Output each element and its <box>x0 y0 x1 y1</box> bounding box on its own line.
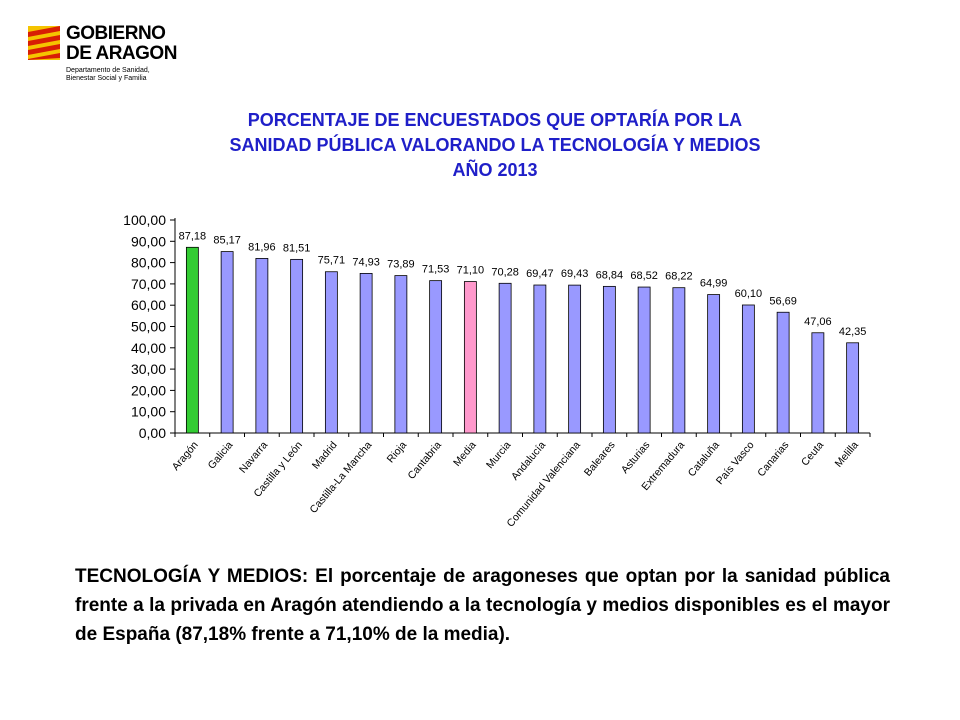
value-label-4: 75,71 <box>318 255 346 267</box>
chart-title: PORCENTAJE DE ENCUESTADOS QUE OPTARÍA PO… <box>150 108 840 183</box>
category-label-7: Cantabria <box>405 439 444 482</box>
bar-2 <box>255 258 269 434</box>
category-label-6: Rioja <box>385 439 410 465</box>
y-tick-label: 100,00 <box>123 212 166 228</box>
category-label-17: Canarias <box>755 439 791 479</box>
category-label-1: Galicia <box>206 439 236 471</box>
y-tick-label: 60,00 <box>131 297 166 313</box>
category-label-8: Media <box>451 439 479 469</box>
bar-1 <box>220 251 234 434</box>
bar-19 <box>846 342 860 434</box>
logo-line2: DE ARAGON <box>66 43 177 64</box>
bar-14 <box>672 287 686 434</box>
value-label-14: 68,22 <box>665 271 693 283</box>
value-label-17: 56,69 <box>769 295 797 307</box>
bar-8 <box>463 281 477 434</box>
y-tick-label: 40,00 <box>131 340 166 356</box>
bar-7 <box>429 280 443 434</box>
bar-17 <box>776 311 790 434</box>
y-tick-label: 80,00 <box>131 255 166 271</box>
category-label-19: Melilla <box>833 439 861 470</box>
chart-title-line3: AÑO 2013 <box>452 160 538 180</box>
category-label-9: Murcia <box>484 439 514 471</box>
value-label-1: 85,17 <box>213 235 241 247</box>
y-tick-label: 30,00 <box>131 361 166 377</box>
bar-13 <box>637 286 651 434</box>
bar-4 <box>324 271 338 434</box>
value-label-8: 71,10 <box>457 265 485 277</box>
category-label-5: Castilla-La Mancha <box>307 439 374 516</box>
y-tick-label: 20,00 <box>131 382 166 398</box>
logo-subtitle-line2: Bienestar Social y Familia <box>66 75 147 82</box>
chart-title-line1: PORCENTAJE DE ENCUESTADOS QUE OPTARÍA PO… <box>247 110 743 130</box>
bar-16 <box>741 304 755 434</box>
value-label-5: 74,93 <box>352 256 380 268</box>
category-label-11: Comunidad Valenciana <box>504 439 583 529</box>
y-tick-label: 70,00 <box>131 276 166 292</box>
value-label-0: 87,18 <box>179 230 207 242</box>
bar-9 <box>498 282 512 434</box>
value-label-9: 70,28 <box>491 266 519 278</box>
value-label-16: 60,10 <box>735 288 763 300</box>
bar-3 <box>290 258 304 434</box>
value-label-3: 81,51 <box>283 242 311 254</box>
y-tick-label: 0,00 <box>139 425 166 441</box>
y-tick-label: 90,00 <box>131 233 166 249</box>
bar-5 <box>359 272 373 434</box>
bar-0 <box>185 246 199 434</box>
value-label-10: 69,47 <box>526 268 554 280</box>
y-tick-label: 10,00 <box>131 404 166 420</box>
value-label-19: 42,35 <box>839 326 867 338</box>
category-label-15: Cataluña <box>686 439 722 479</box>
bar-11 <box>568 284 582 434</box>
category-label-4: Madrid <box>310 439 340 471</box>
value-label-7: 71,53 <box>422 264 450 276</box>
logo-subtitle-line1: Departamento de Sanidad, <box>66 67 150 74</box>
category-label-0: Aragón <box>170 439 201 473</box>
value-label-12: 68,84 <box>596 269 624 281</box>
bar-12 <box>602 285 616 434</box>
value-label-11: 69,43 <box>561 268 589 280</box>
value-label-15: 64,99 <box>700 278 728 290</box>
value-label-6: 73,89 <box>387 259 415 271</box>
bar-18 <box>811 332 825 434</box>
logo-line1: GOBIERNO <box>66 23 166 44</box>
value-label-13: 68,52 <box>630 270 658 282</box>
caption-paragraph: TECNOLOGÍA Y MEDIOS: El porcentaje de ar… <box>75 566 890 645</box>
bar-chart: 0,00 10,00 20,00 30,00 40,00 50,00 60,00 70,00 8… <box>123 212 871 530</box>
category-label-12: Baleares <box>582 439 618 478</box>
category-label-13: Asturias <box>619 439 653 476</box>
category-label-2: Navarra <box>237 439 270 475</box>
bar-15 <box>707 294 721 434</box>
bar-6 <box>394 275 408 434</box>
value-label-18: 47,06 <box>804 316 832 328</box>
gobierno-aragon-logo: GOBIERNO DE ARAGON Departamento de Sanid… <box>28 24 188 88</box>
bar-10 <box>533 284 547 434</box>
y-tick-label: 50,00 <box>131 319 166 335</box>
aragon-flag-icon <box>28 26 60 60</box>
value-label-2: 81,96 <box>248 241 276 253</box>
category-label-18: Ceuta <box>799 439 826 468</box>
chart-title-line2: SANIDAD PÚBLICA VALORANDO LA TECNOLOGÍA … <box>229 135 761 155</box>
